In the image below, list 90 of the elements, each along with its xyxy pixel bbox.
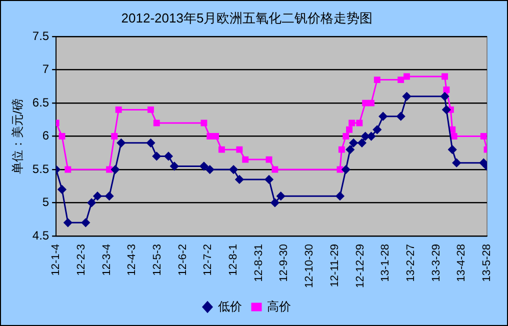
point — [170, 162, 179, 170]
x-tick-label: 12-12-29 — [354, 244, 366, 288]
point — [272, 166, 278, 173]
point — [200, 120, 208, 126]
point — [368, 100, 374, 106]
point — [480, 133, 487, 140]
point — [450, 133, 458, 140]
x-tick-label: 12-1-4 — [50, 244, 62, 276]
point — [206, 133, 214, 140]
x-tick-label: 12-4-3 — [126, 244, 138, 276]
x-tick-label: 13-4-28 — [456, 244, 468, 282]
point — [442, 105, 451, 114]
point — [443, 86, 450, 93]
point — [404, 73, 410, 80]
y-tick-label: 7 — [42, 62, 50, 76]
point — [440, 92, 450, 101]
y-tick-label: 5 — [42, 195, 50, 210]
point — [146, 138, 155, 148]
point — [115, 106, 122, 113]
point — [336, 192, 344, 200]
point — [87, 198, 96, 207]
point — [372, 125, 382, 134]
x-tick-label: 12-7-2 — [202, 244, 214, 276]
x-tick-label: 13-3-29 — [430, 244, 442, 282]
point — [58, 133, 66, 140]
point — [218, 146, 225, 153]
point — [396, 112, 406, 121]
y-tick-label: 5.5 — [32, 162, 50, 176]
point — [442, 73, 448, 80]
point — [378, 112, 388, 121]
point — [116, 138, 126, 148]
point — [342, 165, 350, 174]
y-axis-title: 单位：美元/磅 — [10, 98, 25, 174]
point — [152, 152, 161, 160]
point — [242, 156, 249, 163]
x-tick-label: 13-2-27 — [404, 244, 417, 282]
x-tick-label: 12-5-3 — [152, 244, 164, 276]
point — [153, 120, 160, 126]
point — [206, 165, 214, 174]
point — [266, 156, 272, 163]
point — [58, 185, 66, 194]
point — [270, 198, 280, 207]
point — [93, 192, 102, 200]
y-tick-label: 6.5 — [32, 95, 50, 110]
point — [358, 138, 366, 148]
point — [111, 133, 118, 140]
x-tick-label: 12-2-3 — [75, 244, 88, 276]
point — [349, 138, 358, 148]
point — [106, 166, 113, 173]
x-tick-label: 12-10-30 — [304, 244, 316, 288]
point — [374, 76, 380, 84]
x-tick-label: 12-9-30 — [278, 244, 290, 282]
point — [452, 158, 461, 168]
point — [164, 152, 173, 160]
legend-label: 低价 — [218, 299, 242, 314]
point — [342, 133, 350, 140]
y-tick-label: 7.5 — [32, 28, 50, 43]
point — [346, 126, 352, 133]
x-tick-label: 12-6-2 — [176, 244, 189, 276]
point — [346, 145, 354, 154]
point — [212, 133, 219, 140]
y-tick-label: 6 — [42, 128, 50, 143]
point — [402, 92, 411, 101]
y-tick-label: 4.5 — [32, 228, 50, 242]
point — [81, 218, 90, 227]
legend-label: 高价 — [267, 299, 291, 314]
point — [105, 192, 114, 200]
point — [147, 106, 154, 113]
point — [64, 218, 72, 227]
point — [448, 145, 457, 154]
x-tick-label: 12-3-4 — [100, 244, 113, 276]
x-tick-label: 12-8-31 — [252, 244, 265, 282]
point — [276, 192, 286, 200]
point — [338, 146, 345, 153]
x-tick-label: 13-5-28 — [481, 244, 494, 282]
x-tick-label: 13-1-28 — [380, 244, 392, 282]
point — [235, 175, 244, 184]
chart-title: 2012-2013年5月欧洲五氧化二钒价格走势图 — [121, 10, 373, 26]
point — [110, 165, 120, 174]
point — [356, 120, 363, 126]
point — [236, 146, 243, 153]
x-tick-label: 12-8-1 — [228, 244, 240, 276]
point — [200, 162, 208, 170]
point — [229, 165, 238, 174]
point — [348, 120, 356, 126]
x-tick-label: 12-11-29 — [328, 244, 341, 288]
point — [362, 100, 369, 106]
point — [64, 166, 72, 173]
point — [264, 175, 274, 184]
point — [398, 76, 404, 84]
